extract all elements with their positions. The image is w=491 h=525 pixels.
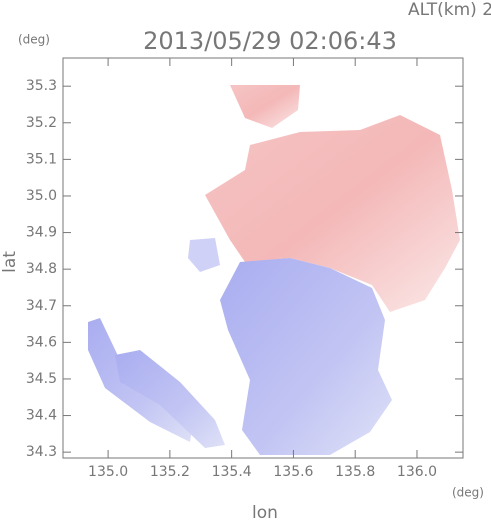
y-tick-label: 35.2: [26, 115, 57, 131]
y-tick-label: 35.3: [26, 78, 57, 94]
echo-region: [220, 258, 392, 455]
echo-field: [88, 85, 460, 455]
y-axis-label: lat: [0, 251, 20, 273]
x-tick-label: 135.4: [212, 464, 252, 480]
chart-title: 2013/05/29 02:06:43: [143, 27, 397, 55]
y-tick-label: 34.4: [26, 408, 57, 424]
x-tick-label: 135.2: [150, 464, 190, 480]
altitude-label: ALT(km) 2.0: [408, 0, 491, 20]
y-tick-label: 34.6: [26, 334, 57, 350]
echo-region: [230, 85, 300, 128]
x-axis-label: lon: [252, 503, 278, 521]
x-tick-label: 136.0: [397, 464, 437, 480]
x-unit: (deg): [452, 486, 484, 500]
echo-region: [115, 350, 225, 448]
echo-region: [188, 238, 220, 272]
y-tick-label: 34.7: [26, 298, 57, 314]
y-tick-label: 34.3: [26, 444, 57, 460]
y-tick-label: 35.0: [26, 188, 57, 204]
x-tick-label: 135.6: [273, 464, 313, 480]
x-tick-label: 135.0: [88, 464, 128, 480]
y-tick-label: 35.1: [26, 151, 57, 167]
y-tick-label: 34.8: [26, 261, 57, 277]
y-unit: (deg): [18, 33, 50, 47]
x-tick-label: 135.8: [335, 464, 375, 480]
y-tick-label: 34.9: [26, 225, 57, 241]
echo-region: [205, 115, 460, 312]
plot-frame: [62, 57, 464, 459]
y-tick-label: 34.5: [26, 371, 57, 387]
